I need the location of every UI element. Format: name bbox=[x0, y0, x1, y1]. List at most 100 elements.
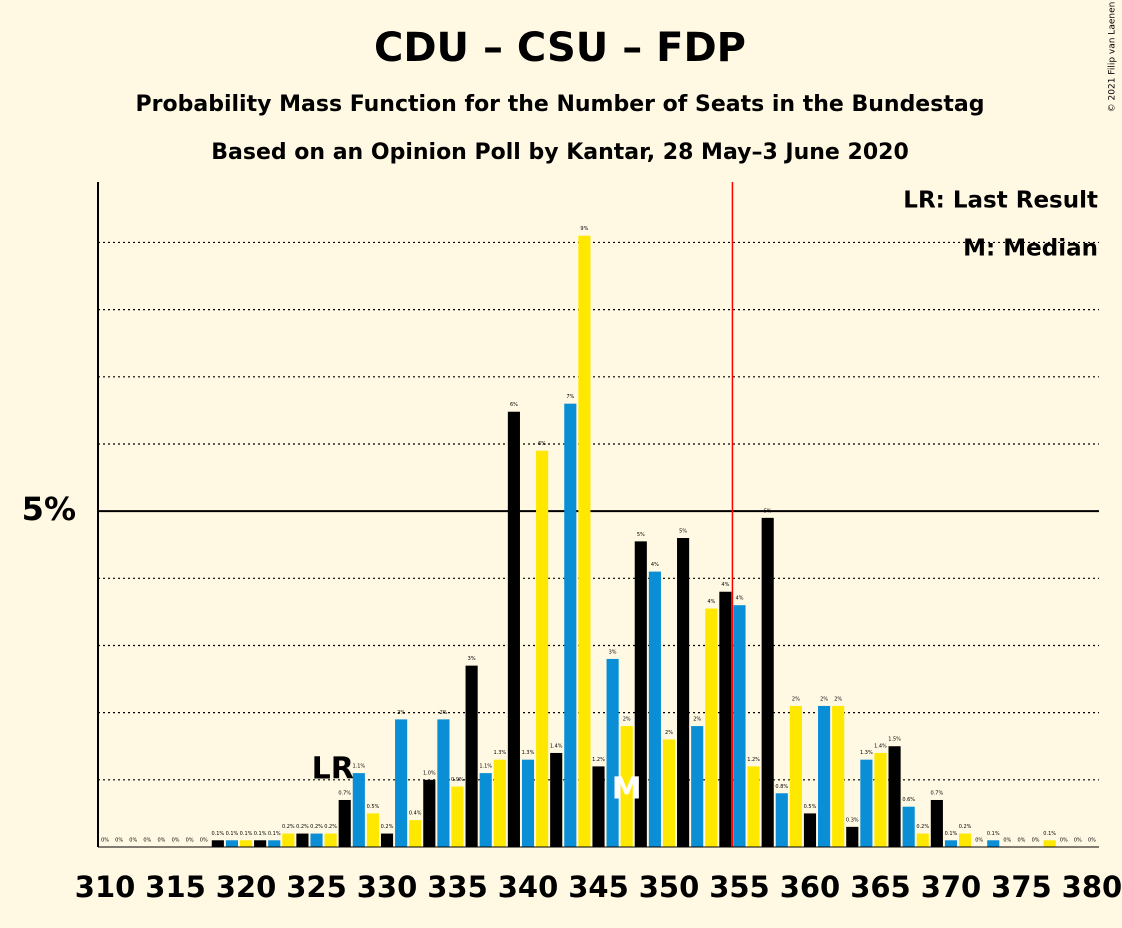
chart-subtitle: Probability Mass Function for the Number… bbox=[136, 92, 985, 117]
value-label: 0% bbox=[186, 838, 194, 844]
value-label: 1.2% bbox=[592, 757, 605, 763]
bar bbox=[930, 799, 943, 847]
bar bbox=[677, 538, 690, 847]
value-label: 2% bbox=[834, 696, 842, 702]
bar bbox=[719, 591, 732, 847]
value-label: 6% bbox=[538, 441, 546, 447]
value-label: 0.2% bbox=[296, 824, 309, 830]
value-label: 0% bbox=[101, 838, 109, 844]
value-label: 9% bbox=[580, 226, 588, 232]
bar bbox=[789, 705, 802, 847]
value-label: 0.3% bbox=[846, 817, 859, 823]
bar bbox=[747, 766, 760, 847]
bar bbox=[409, 820, 422, 847]
value-label: 0% bbox=[200, 838, 208, 844]
value-label: 0.2% bbox=[916, 824, 929, 830]
bar bbox=[395, 719, 408, 847]
value-label: 0.1% bbox=[226, 831, 239, 837]
value-label: 5% bbox=[764, 508, 772, 514]
value-label: 0% bbox=[115, 838, 123, 844]
bar bbox=[634, 541, 647, 847]
x-tick-label: 340 bbox=[498, 870, 559, 904]
x-tick-label: 350 bbox=[639, 870, 700, 904]
x-tick-label: 360 bbox=[780, 870, 841, 904]
value-label: 3% bbox=[468, 656, 476, 662]
bar bbox=[338, 799, 351, 847]
value-label: 0.4% bbox=[409, 811, 422, 817]
bar bbox=[465, 665, 478, 847]
bar bbox=[860, 759, 873, 847]
value-label: 0.2% bbox=[282, 824, 295, 830]
bar bbox=[705, 608, 718, 847]
value-label: 0% bbox=[1074, 838, 1082, 844]
bar bbox=[423, 779, 436, 847]
bar bbox=[592, 766, 605, 847]
value-label: 3% bbox=[609, 649, 617, 655]
value-label: 2% bbox=[665, 730, 673, 736]
x-tick-label: 320 bbox=[216, 870, 277, 904]
value-label: 1.5% bbox=[888, 737, 901, 743]
value-label: 6% bbox=[510, 402, 518, 408]
value-label: 0.5% bbox=[367, 804, 380, 810]
value-label: 0.1% bbox=[1043, 831, 1056, 837]
value-label: 0% bbox=[1032, 838, 1040, 844]
value-label: 0.7% bbox=[338, 790, 351, 796]
value-label: 1.3% bbox=[522, 750, 535, 756]
annotation: LR bbox=[312, 751, 354, 786]
bar bbox=[874, 752, 887, 847]
chart-title: CDU – CSU – FDP bbox=[374, 25, 746, 71]
value-label: 2% bbox=[693, 717, 701, 723]
value-label: 0% bbox=[129, 838, 137, 844]
value-label: 5% bbox=[679, 529, 687, 535]
value-label: 1.1% bbox=[352, 764, 365, 770]
bar bbox=[507, 411, 520, 847]
bar bbox=[944, 840, 958, 847]
x-tick-label: 310 bbox=[75, 870, 136, 904]
value-label: 0% bbox=[1088, 838, 1096, 844]
bar bbox=[254, 840, 267, 847]
value-label: 2% bbox=[792, 696, 800, 702]
bar bbox=[578, 235, 591, 848]
bar bbox=[987, 840, 1000, 847]
chart-subtitle: Based on an Opinion Poll by Kantar, 28 M… bbox=[211, 140, 909, 165]
value-label: 0.1% bbox=[945, 831, 958, 837]
bar bbox=[493, 759, 506, 847]
bar bbox=[803, 813, 817, 847]
value-label: 0.2% bbox=[381, 824, 394, 830]
value-label: 0.1% bbox=[268, 831, 281, 837]
value-label: 4% bbox=[736, 596, 744, 602]
value-label: 5% bbox=[637, 532, 645, 538]
bar bbox=[733, 605, 746, 847]
x-tick-label: 370 bbox=[921, 870, 982, 904]
y-tick-label: 5% bbox=[22, 490, 76, 528]
bar bbox=[352, 773, 365, 847]
x-tick-label: 365 bbox=[850, 870, 911, 904]
value-label: 4% bbox=[707, 599, 715, 605]
value-label: 0.6% bbox=[902, 797, 915, 803]
bar bbox=[536, 450, 549, 847]
value-label: 2% bbox=[439, 710, 447, 716]
value-label: 0.1% bbox=[240, 831, 253, 837]
bar bbox=[846, 826, 859, 847]
bar bbox=[691, 726, 704, 847]
value-label: 0% bbox=[975, 838, 983, 844]
bar bbox=[296, 833, 309, 847]
bar bbox=[550, 752, 563, 847]
bar bbox=[832, 705, 845, 847]
x-tick-label: 375 bbox=[991, 870, 1052, 904]
value-label: 2% bbox=[397, 710, 405, 716]
value-label: 1.0% bbox=[423, 770, 436, 776]
annotation: M bbox=[612, 772, 642, 807]
value-label: 2% bbox=[623, 717, 631, 723]
value-label: 0.2% bbox=[324, 824, 337, 830]
bar bbox=[959, 833, 972, 847]
bar bbox=[620, 726, 633, 847]
bar bbox=[282, 833, 295, 847]
bar bbox=[310, 833, 323, 847]
value-label: 7% bbox=[566, 394, 574, 400]
bar bbox=[761, 517, 774, 847]
x-tick-label: 345 bbox=[568, 870, 629, 904]
value-label: 1.4% bbox=[550, 743, 563, 749]
value-label: 2% bbox=[820, 696, 828, 702]
